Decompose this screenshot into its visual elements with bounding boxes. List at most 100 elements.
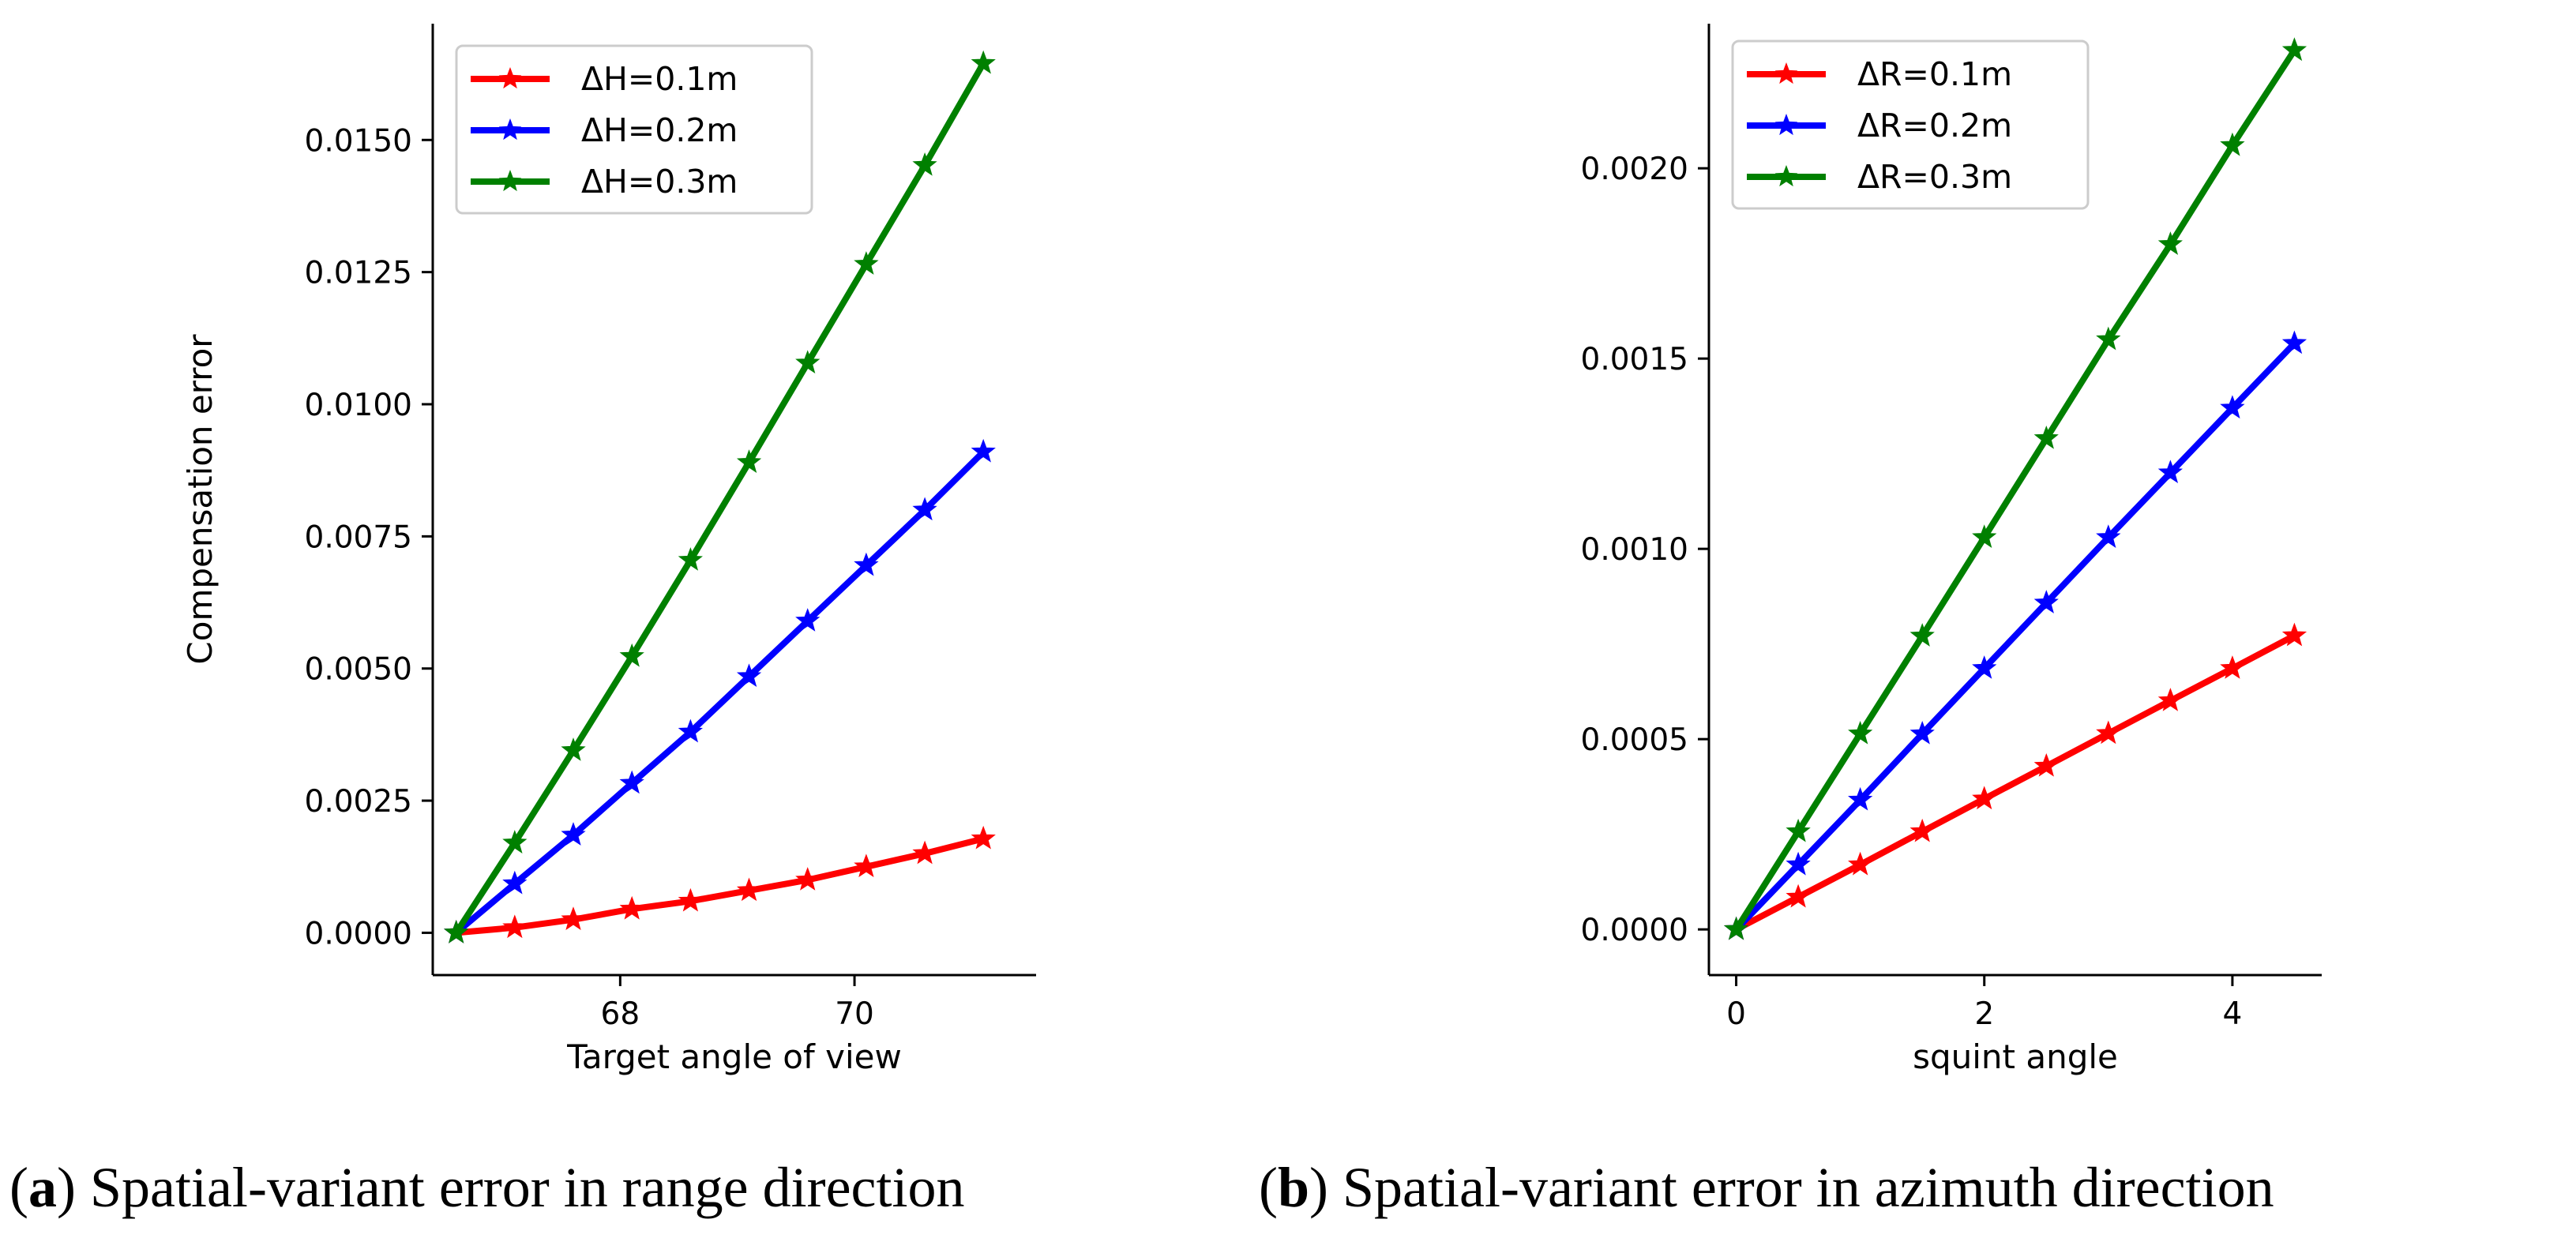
data-point bbox=[444, 919, 469, 944]
data-point bbox=[2096, 524, 2121, 548]
data-point bbox=[2157, 460, 2183, 484]
series-line bbox=[454, 449, 986, 936]
data-point bbox=[561, 822, 586, 846]
legend: ΔH=0.1m ΔH=0.2m ΔH=0.3m bbox=[455, 44, 813, 215]
y-axis-label: Compensation error bbox=[181, 334, 220, 665]
legend-frame bbox=[1731, 39, 2090, 210]
data-point bbox=[1909, 818, 1935, 842]
legend-marker bbox=[1774, 165, 1798, 187]
data-point bbox=[1972, 655, 1997, 679]
chart-panel-b: 0.0000 0.0005 0.0010 0.0015 0.0020 0 2 4 squint … bbox=[1581, 24, 2322, 1076]
x-axis-label: squint angle bbox=[1913, 1037, 2118, 1076]
y-tick-label: 0.0010 bbox=[1581, 532, 1688, 568]
legend-label: ΔH=0.3m bbox=[581, 163, 738, 201]
data-point bbox=[619, 770, 644, 794]
y-tick-label: 0.0050 bbox=[305, 652, 412, 688]
series-ΔR=0.2m bbox=[1723, 330, 2308, 940]
data-point bbox=[678, 547, 703, 571]
series-ΔR=0.3m bbox=[1723, 37, 2308, 940]
legend-entry: ΔH=0.3m bbox=[471, 163, 738, 201]
legend-label: ΔH=0.2m bbox=[581, 111, 738, 149]
legend-label: ΔR=0.1m bbox=[1857, 55, 2012, 93]
data-point bbox=[2281, 330, 2308, 355]
data-point bbox=[502, 914, 528, 939]
data-point bbox=[1786, 818, 1811, 842]
caption-a-text: Spatial-variant error in range direction bbox=[76, 1156, 965, 1219]
data-point bbox=[971, 438, 996, 463]
y-tick-label: 0.0015 bbox=[1581, 342, 1688, 377]
y-tick-label: 0.0025 bbox=[305, 784, 412, 820]
y-tick-label: 0.0125 bbox=[305, 256, 412, 291]
legend-label: ΔH=0.1m bbox=[581, 60, 738, 98]
chart-panel-a: 0.0000 0.0025 0.0050 0.0075 0.0100 0.0125 0.01… bbox=[181, 24, 1036, 1076]
caption-b-text: Spatial-variant error in azimuth directi… bbox=[1328, 1156, 2274, 1219]
series-line bbox=[1734, 632, 2296, 932]
legend-marker bbox=[498, 118, 522, 141]
data-point bbox=[854, 251, 879, 275]
data-point bbox=[2096, 326, 2121, 351]
data-point bbox=[2157, 231, 2183, 255]
legend-entry: ΔR=0.2m bbox=[1747, 107, 2012, 144]
data-point bbox=[2281, 37, 2308, 62]
x-axis-label: Target angle of view bbox=[566, 1037, 902, 1076]
legend-entry: ΔH=0.1m bbox=[471, 60, 738, 98]
x-tick-label: 70 bbox=[835, 996, 874, 1032]
series-line bbox=[1733, 341, 2297, 932]
data-point bbox=[1723, 916, 1749, 940]
caption-a-label: a bbox=[28, 1156, 57, 1219]
data-point bbox=[678, 887, 703, 912]
caption-b-label: b bbox=[1278, 1156, 1309, 1219]
x-tick-label: 4 bbox=[2222, 996, 2242, 1032]
legend-marker bbox=[1774, 62, 1798, 84]
y-tick-label: 0.0150 bbox=[305, 123, 412, 159]
data-point bbox=[1909, 623, 1935, 647]
y-tick-label: 0.0000 bbox=[305, 916, 412, 951]
legend-marker bbox=[498, 170, 522, 192]
caption-b: (b) Spatial-variant error in azimuth dir… bbox=[1259, 1156, 2274, 1219]
legend-entry: ΔH=0.2m bbox=[471, 111, 738, 149]
data-point bbox=[502, 870, 528, 895]
data-point bbox=[1848, 720, 1873, 745]
data-point bbox=[912, 152, 937, 176]
series-line bbox=[453, 62, 986, 935]
series-line bbox=[1733, 48, 2297, 932]
data-point bbox=[619, 643, 644, 667]
data-point bbox=[854, 853, 879, 878]
legend-marker bbox=[1774, 114, 1798, 136]
data-point bbox=[1786, 883, 1811, 908]
x-tick-label: 68 bbox=[601, 996, 640, 1032]
series-line bbox=[456, 835, 985, 936]
data-point bbox=[736, 663, 762, 688]
data-point bbox=[854, 552, 879, 576]
data-point bbox=[912, 840, 937, 865]
legend-frame bbox=[455, 44, 813, 215]
data-point bbox=[971, 50, 996, 74]
data-point bbox=[2281, 622, 2308, 647]
data-point bbox=[1972, 524, 1997, 548]
data-point bbox=[971, 825, 996, 850]
data-point bbox=[1848, 851, 1873, 876]
data-point bbox=[795, 350, 820, 374]
data-point bbox=[2033, 425, 2059, 449]
series-ΔH=0.3m bbox=[444, 50, 996, 944]
data-point bbox=[912, 497, 937, 521]
data-point bbox=[502, 830, 528, 853]
legend-entry: ΔR=0.3m bbox=[1747, 158, 2012, 196]
data-point bbox=[1848, 786, 1873, 811]
data-point bbox=[2096, 720, 2121, 745]
data-point bbox=[561, 737, 586, 761]
data-point bbox=[678, 718, 703, 743]
data-point bbox=[2157, 688, 2183, 711]
data-point bbox=[2220, 395, 2245, 419]
data-point bbox=[736, 877, 762, 902]
y-tick-label: 0.0075 bbox=[305, 520, 412, 555]
data-point bbox=[2220, 132, 2245, 156]
legend-label: ΔR=0.3m bbox=[1857, 158, 2012, 196]
data-point bbox=[2033, 752, 2059, 777]
legend-label: ΔR=0.2m bbox=[1857, 107, 2012, 144]
caption-a: (a) Spatial-variant error in range direc… bbox=[9, 1156, 965, 1219]
y-tick-label: 0.0020 bbox=[1581, 152, 1688, 187]
x-tick-label: 2 bbox=[1974, 996, 1994, 1032]
data-point bbox=[795, 867, 820, 891]
